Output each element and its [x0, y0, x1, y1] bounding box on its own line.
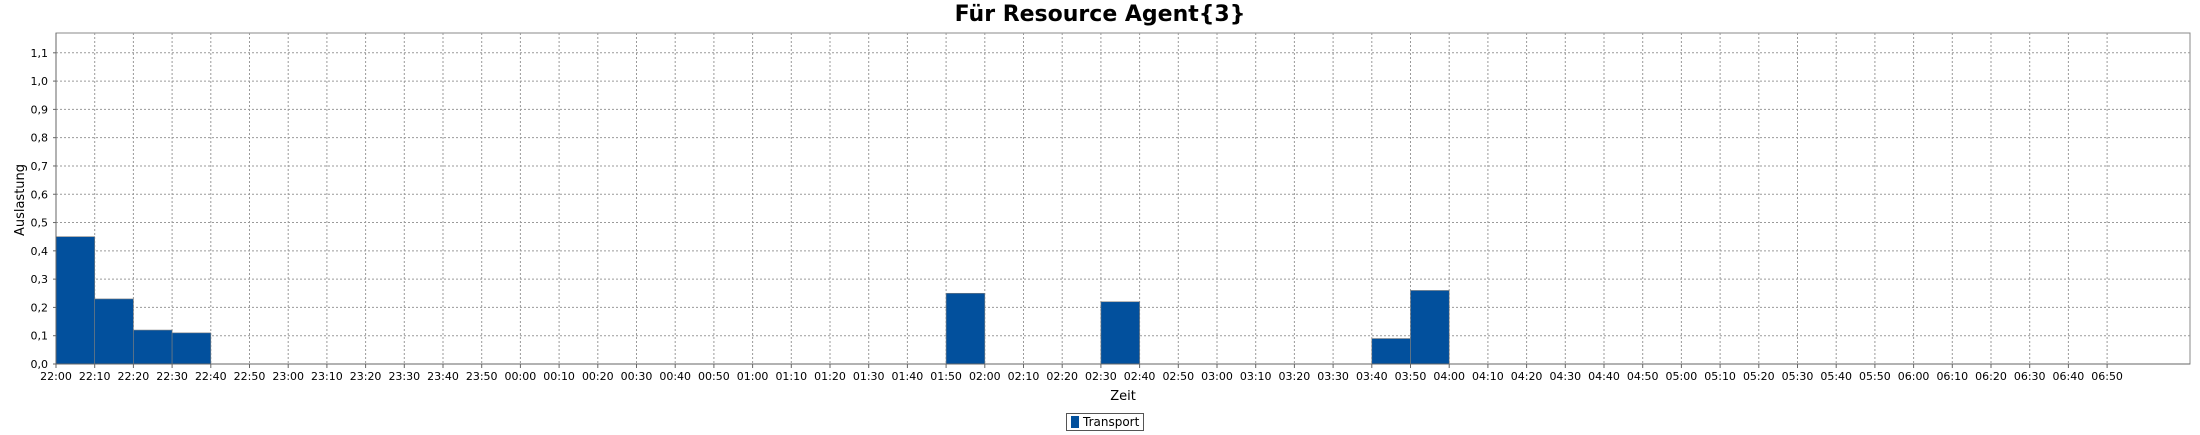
x-tick-label: 01:50 — [930, 370, 962, 383]
y-tick-label: 0,5 — [31, 217, 49, 230]
x-tick-label: 00:40 — [659, 370, 691, 383]
x-tick-label: 03:00 — [1201, 370, 1233, 383]
bar-03:50 — [1410, 290, 1450, 365]
bar-22:30 — [171, 332, 212, 365]
x-tick-label: 03:30 — [1317, 370, 1349, 383]
x-tick-label: 02:30 — [1085, 370, 1117, 383]
y-tick-label: 0,7 — [31, 160, 49, 173]
y-axis-label: Auslastung — [13, 164, 28, 236]
x-tick-label: 23:30 — [388, 370, 420, 383]
y-tick-label: 0,1 — [31, 330, 49, 343]
x-tick-label: 04:10 — [1472, 370, 1504, 383]
x-tick-label: 04:40 — [1588, 370, 1620, 383]
x-tick-label: 03:40 — [1356, 370, 1388, 383]
y-tick-label: 0,2 — [31, 301, 49, 314]
x-tick-label: 00:50 — [698, 370, 730, 383]
y-tick-label: 1,1 — [31, 47, 49, 60]
x-tick-label: 06:40 — [2053, 370, 2085, 383]
x-tick-label: 01:00 — [737, 370, 769, 383]
x-tick-label: 06:00 — [1898, 370, 1930, 383]
x-tick-label: 04:30 — [1549, 370, 1581, 383]
bar-03:40 — [1371, 338, 1411, 365]
legend-swatch — [1071, 416, 1079, 428]
x-tick-label: 03:10 — [1240, 370, 1272, 383]
x-tick-label: 00:30 — [621, 370, 653, 383]
y-tick-label: 0,8 — [31, 132, 49, 145]
chart-title: Für Resource Agent{3} — [954, 2, 1246, 27]
x-tick-label: 00:00 — [505, 370, 537, 383]
x-tick-label: 05:40 — [1820, 370, 1852, 383]
x-tick-label: 22:50 — [234, 370, 266, 383]
bar-01:50 — [945, 292, 986, 365]
bar-22:10 — [94, 298, 134, 365]
x-tick-label: 04:00 — [1433, 370, 1465, 383]
x-tick-label: 23:50 — [466, 370, 498, 383]
y-tick-label: 0,9 — [31, 103, 49, 116]
x-tick-label: 05:50 — [1859, 370, 1891, 383]
x-tick-label: 02:20 — [1046, 370, 1078, 383]
x-tick-label: 05:00 — [1666, 370, 1698, 383]
x-tick-label: 01:10 — [775, 370, 807, 383]
x-tick-label: 01:20 — [814, 370, 846, 383]
legend: Transport — [1066, 413, 1145, 431]
x-tick-label: 06:10 — [1936, 370, 1968, 383]
x-tick-label: 04:50 — [1627, 370, 1659, 383]
x-tick-label: 23:40 — [427, 370, 459, 383]
x-tick-label: 00:10 — [543, 370, 575, 383]
x-tick-label: 04:20 — [1511, 370, 1543, 383]
bar-22:00 — [55, 236, 96, 365]
x-tick-label: 22:00 — [40, 370, 72, 383]
x-tick-label: 02:00 — [969, 370, 1001, 383]
x-tick-label: 01:40 — [892, 370, 924, 383]
y-tick-label: 0,0 — [31, 358, 49, 371]
x-tick-label: 22:20 — [118, 370, 150, 383]
x-tick-label: 06:50 — [2091, 370, 2123, 383]
x-tick-label: 22:30 — [156, 370, 188, 383]
x-tick-label: 03:50 — [1395, 370, 1427, 383]
x-tick-label: 23:20 — [350, 370, 382, 383]
x-tick-label: 05:20 — [1743, 370, 1775, 383]
x-tick-label: 05:30 — [1782, 370, 1814, 383]
y-tick-label: 1,0 — [31, 75, 49, 88]
x-tick-label: 06:20 — [1975, 370, 2007, 383]
y-tick-label: 0,6 — [31, 188, 49, 201]
bar-02:30 — [1100, 301, 1140, 365]
x-tick-label: 23:00 — [272, 370, 304, 383]
x-axis-label: Zeit — [1110, 389, 1136, 404]
x-tick-label: 23:10 — [311, 370, 343, 383]
bar-22:20 — [133, 329, 173, 365]
x-tick-label: 02:40 — [1124, 370, 1156, 383]
x-tick-label: 06:30 — [2014, 370, 2046, 383]
x-tick-label: 00:20 — [582, 370, 614, 383]
bar-layer — [55, 236, 1450, 365]
x-tick-label: 03:20 — [1279, 370, 1311, 383]
y-tick-label: 0,3 — [31, 273, 49, 286]
y-tick-label: 0,4 — [31, 245, 49, 258]
x-tick-label: 01:30 — [853, 370, 885, 383]
chart-svg: 0,0 0,1 0,2 0,3 0,4 0,5 0,6 0,7 0,8 0,9 1,0 1,1 22:0… — [13, 32, 2191, 404]
grid-layer — [55, 33, 2190, 365]
x-tick-label: 05:10 — [1704, 370, 1736, 383]
x-tick-label: 22:10 — [79, 370, 111, 383]
x-tick-label: 02:10 — [1008, 370, 1040, 383]
x-tick-label: 22:40 — [195, 370, 227, 383]
x-tick-label: 02:50 — [1162, 370, 1194, 383]
axis-layer: 0,0 0,1 0,2 0,3 0,4 0,5 0,6 0,7 0,8 0,9 1,0 1,1 22:0… — [31, 33, 2190, 383]
legend-label-transport: Transport — [1083, 415, 1140, 429]
